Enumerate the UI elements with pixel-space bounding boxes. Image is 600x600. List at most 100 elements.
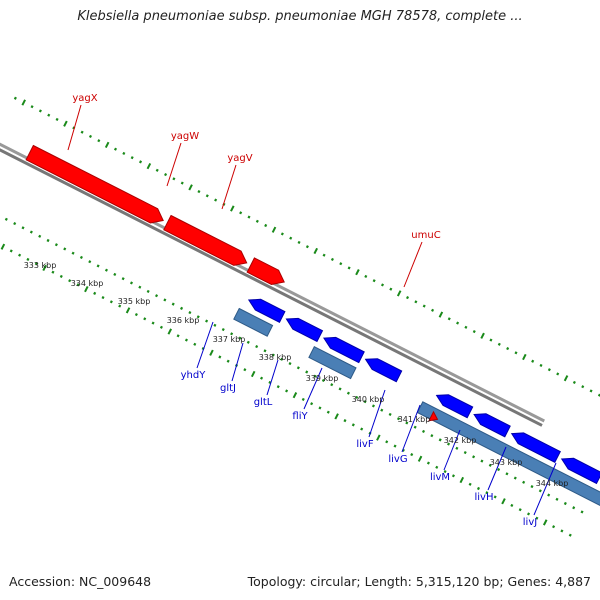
track-dot <box>422 304 426 308</box>
track-dot <box>443 469 447 474</box>
track-dot <box>451 474 455 478</box>
track-dot <box>563 375 569 382</box>
track-dot <box>205 319 209 323</box>
tick-label: 339 kbp <box>306 374 339 383</box>
gene-label-livH: livH <box>475 492 494 503</box>
track-dot <box>572 380 576 385</box>
track-dot <box>513 476 517 480</box>
track-dot <box>493 495 497 499</box>
track-dot <box>405 421 409 425</box>
gene-label-livM: livM <box>430 472 450 483</box>
track-dot <box>21 226 25 230</box>
track-dot <box>410 452 414 457</box>
track-dot <box>226 359 230 363</box>
track-dot <box>435 465 439 469</box>
track-dot <box>47 113 51 117</box>
track-dot <box>280 232 284 236</box>
tick-label: 333 kbp <box>24 261 57 270</box>
track-dot <box>414 300 418 304</box>
track-dot <box>172 177 176 181</box>
map-title: Klebsiella pneumoniae subsp. pneumoniae … <box>77 9 523 24</box>
track-dot <box>218 355 222 359</box>
track-dot <box>313 374 317 378</box>
track-dot <box>63 247 67 251</box>
track-dot <box>255 344 259 349</box>
track-dot <box>497 467 501 472</box>
track-dot <box>79 255 83 260</box>
track-dot <box>330 383 334 387</box>
track-dot <box>556 372 560 376</box>
track-dot <box>371 404 375 408</box>
track-dot <box>29 230 33 234</box>
track-dot <box>221 328 225 332</box>
track-dot <box>296 366 300 370</box>
track-dot <box>104 141 110 149</box>
track-dot <box>438 438 442 442</box>
track-dot <box>238 336 242 340</box>
track-dot <box>68 279 72 283</box>
track-dot <box>334 413 339 420</box>
track-dot <box>260 376 264 380</box>
track-dot <box>276 385 280 389</box>
leader-umuC <box>403 241 423 288</box>
track-dot <box>138 285 142 289</box>
track-dot <box>505 472 509 476</box>
track-dot <box>388 412 392 416</box>
track-dot <box>243 368 247 372</box>
tick-label: 337 kbp <box>213 335 246 344</box>
track-dot <box>535 516 539 520</box>
track-dot <box>514 351 518 355</box>
track-dot <box>413 425 417 429</box>
leader-yhdY <box>196 321 214 369</box>
gene-label-livF: livF <box>356 439 373 450</box>
track-dot <box>18 253 22 257</box>
track-dot <box>88 134 92 138</box>
leader-livG <box>401 404 421 453</box>
leader-gltL <box>266 359 279 396</box>
feature-block <box>416 401 600 506</box>
track-dot <box>26 257 30 262</box>
track-dot <box>246 340 250 344</box>
gene-arrow-yagX <box>25 144 164 224</box>
track-dot <box>318 406 322 410</box>
track-dot <box>38 234 42 238</box>
track-dot <box>364 274 368 278</box>
track-dot <box>472 329 476 334</box>
gene-label-umuC: umuC <box>411 230 440 241</box>
track-dot <box>447 442 451 446</box>
track-dot <box>476 486 481 491</box>
track-dot <box>506 346 510 351</box>
track-dot <box>380 408 384 412</box>
track-dot <box>472 455 476 459</box>
track-dot <box>55 117 59 122</box>
track-dot <box>113 147 118 151</box>
track-dot <box>271 353 275 357</box>
track-dot <box>9 249 13 253</box>
track-dot <box>13 221 17 226</box>
track-dot <box>589 389 593 393</box>
track-dot <box>213 323 217 327</box>
tick-label: 335 kbp <box>118 297 151 306</box>
track-dot <box>480 459 484 463</box>
track-dot <box>21 99 26 106</box>
track-dot <box>164 173 168 177</box>
track-dot <box>326 410 330 414</box>
track-dot <box>129 281 134 285</box>
track-dot <box>214 198 218 202</box>
track-dot <box>97 139 101 143</box>
track-dot <box>285 389 289 393</box>
track-dot <box>151 321 155 325</box>
label-leaders <box>67 104 557 516</box>
gene-label-gltJ: gltJ <box>220 383 236 394</box>
gene-label-fliY: fliY <box>292 411 308 422</box>
track-dot <box>54 243 58 247</box>
track-dot <box>197 189 201 194</box>
track-dot <box>376 434 381 441</box>
track-dot <box>230 205 235 212</box>
track-dot <box>163 298 167 302</box>
gene-arrow-umuC <box>428 410 439 422</box>
track-dot <box>80 130 84 134</box>
track-dot <box>146 289 150 293</box>
